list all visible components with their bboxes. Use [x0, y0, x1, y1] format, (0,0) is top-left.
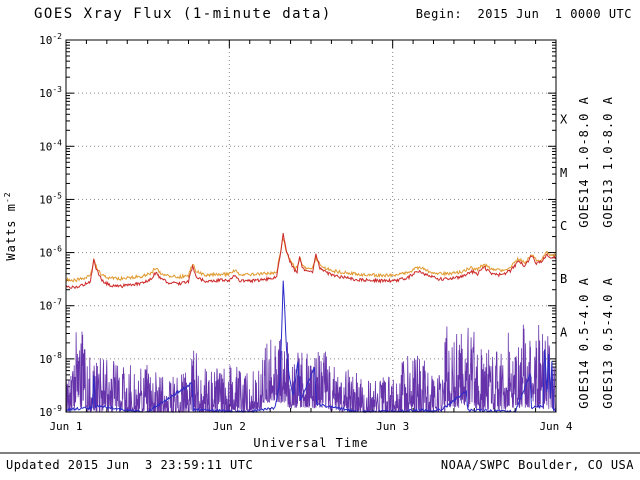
legend-goes14-short: GOES14 0.5-4.0 A [577, 277, 591, 409]
x-tick-label: Jun 2 [213, 420, 246, 433]
legend-goes13-long: GOES13 1.0-8.0 A [601, 96, 615, 228]
flare-class-c-label: C [560, 219, 567, 233]
series-goes13-short [65, 324, 557, 414]
y-tick-label: 10-9 [39, 404, 62, 419]
y-tick-label: 10-6 [39, 245, 62, 260]
y-axis-title: Watts m-2 [3, 191, 18, 260]
y-tick-label: 10-2 [39, 32, 62, 47]
flare-class-a-label: A [560, 325, 568, 339]
y-tick-label: 10-4 [39, 138, 62, 153]
y-tick-label: 10-7 [39, 298, 62, 313]
chart-title: GOES Xray Flux (1-minute data) [34, 6, 332, 22]
begin-timestamp: Begin: 2015 Jun 1 0000 UTC [416, 7, 632, 21]
y-tick-label: 10-3 [39, 85, 62, 100]
series-goes14-long [65, 233, 557, 290]
x-tick-label: Jun 3 [376, 420, 409, 433]
updated-timestamp: Updated 2015 Jun 3 23:59:11 UTC [6, 458, 253, 472]
y-axis-title-exponent: -2 [3, 191, 12, 203]
y-tick-label: 10-8 [39, 351, 62, 366]
flare-class-x-label: X [560, 113, 568, 127]
x-tick-label: Jun 1 [49, 420, 82, 433]
y-tick-label: 10-5 [39, 191, 62, 206]
source-credit: NOAA/SWPC Boulder, CO USA [441, 458, 634, 472]
plot-frame [65, 39, 557, 413]
legend-goes14-long: GOES14 1.0-8.0 A [577, 96, 591, 228]
y-axis-title-main: Watts m [4, 203, 18, 261]
flare-class-m-label: M [560, 166, 567, 180]
legend-goes13-short: GOES13 0.5-4.0 A [601, 277, 615, 409]
series-goes13-long [65, 238, 557, 283]
x-axis-title: Universal Time [253, 436, 368, 450]
flare-class-b-label: B [560, 272, 567, 286]
x-tick-label: Jun 4 [539, 420, 572, 433]
